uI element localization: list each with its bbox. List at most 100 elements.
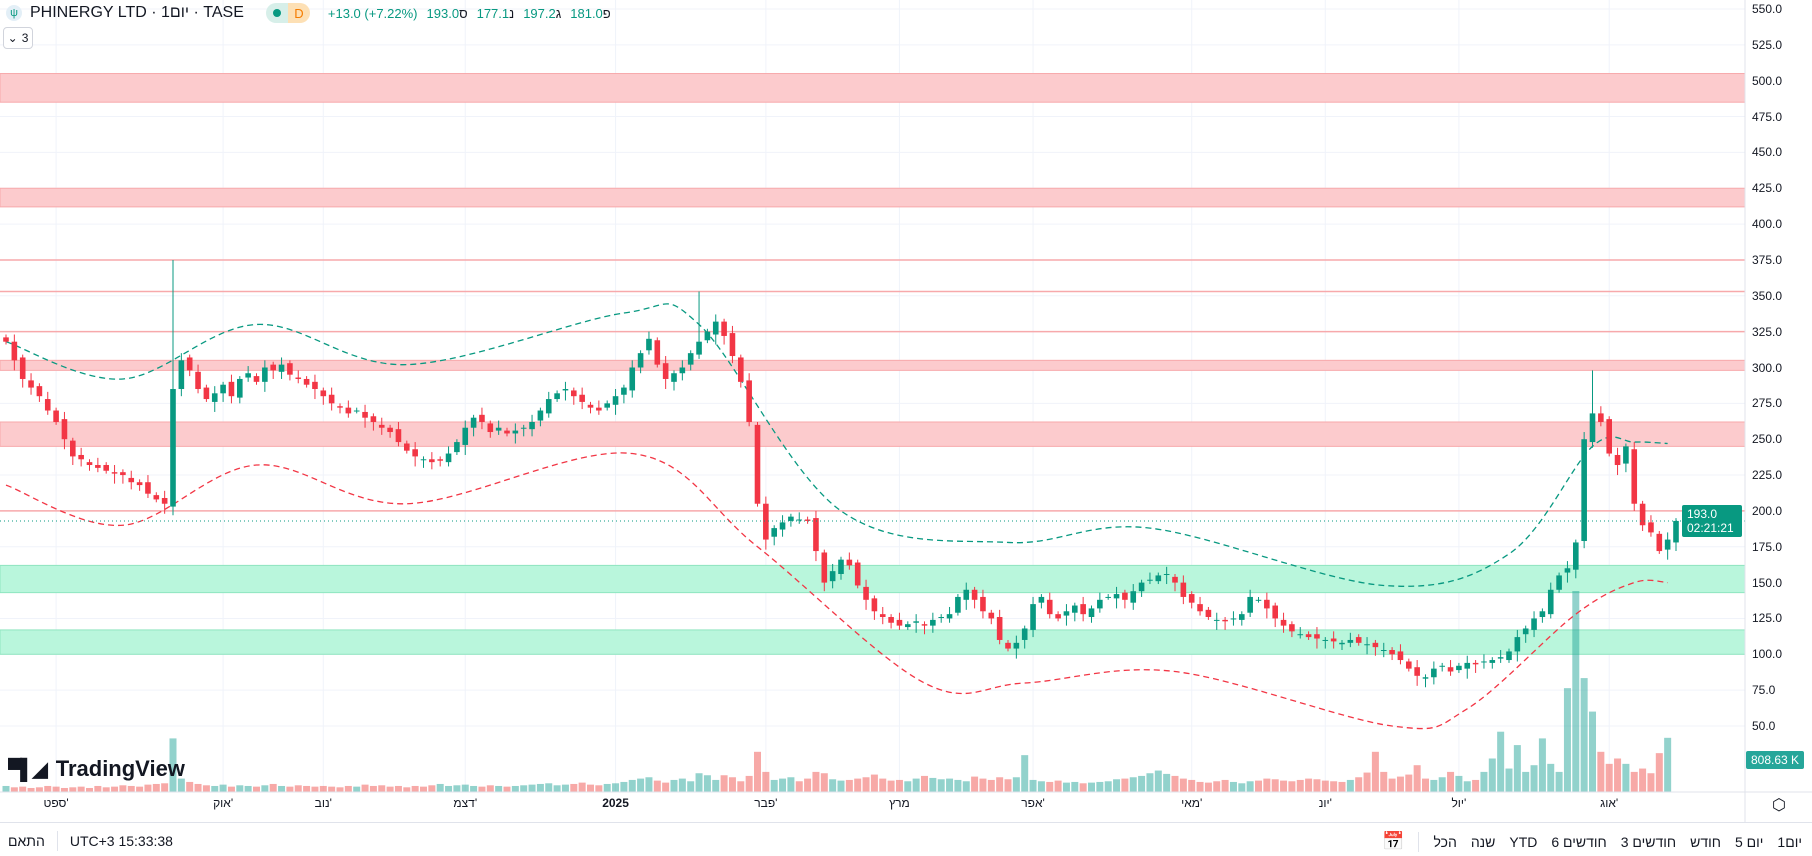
candle-body	[1656, 533, 1663, 552]
range-1d[interactable]: 1יום	[1777, 833, 1802, 850]
candle	[1180, 575, 1187, 605]
volume-bar	[895, 779, 903, 792]
volume-bar	[303, 785, 311, 792]
candle	[562, 381, 569, 401]
candle	[671, 370, 677, 391]
range-6m[interactable]: 6 חודשים	[1551, 833, 1607, 850]
candle	[1639, 500, 1646, 531]
candle	[1255, 596, 1262, 603]
volume-bar	[870, 774, 878, 792]
volume-bar	[169, 738, 177, 792]
volume-bar	[645, 777, 653, 792]
timezone-clock[interactable]: UTC+3 15:33:38	[69, 833, 173, 849]
candle	[946, 606, 953, 623]
volume-bar	[1229, 781, 1237, 792]
candle	[253, 373, 260, 385]
range-5d[interactable]: 5 יום	[1734, 833, 1764, 850]
volume-bar	[879, 778, 887, 792]
candle	[1247, 589, 1253, 618]
volume-bar	[1497, 731, 1505, 792]
candle	[838, 556, 844, 580]
candle-body	[571, 390, 577, 397]
tradingview-watermark[interactable]: ▀▌◢ TradingView	[8, 756, 185, 782]
volume-bar	[971, 776, 979, 792]
candle-body	[921, 624, 928, 626]
range-1m[interactable]: חודש	[1690, 833, 1721, 850]
volume-bar	[570, 783, 578, 792]
candle	[654, 337, 661, 368]
candle-body	[378, 424, 385, 428]
range-1y[interactable]: שנה	[1470, 833, 1496, 850]
candle	[387, 424, 393, 438]
candle-body	[1497, 657, 1504, 659]
range-3m[interactable]: 3 חודשים	[1620, 833, 1677, 850]
volume-bar	[2, 785, 10, 792]
volume-bar	[52, 786, 60, 792]
candle-body	[1197, 604, 1203, 612]
candle-body	[1272, 605, 1278, 619]
candle-body	[1389, 649, 1395, 655]
volume-bar	[1296, 779, 1304, 792]
candle	[245, 366, 251, 382]
volume-bar	[152, 783, 160, 792]
go-to-date-calendar-icon[interactable]: 📅	[1382, 831, 1405, 851]
candle	[328, 387, 335, 411]
volume-bar	[804, 778, 812, 792]
volume-bar	[637, 778, 645, 792]
chart-settings-icon[interactable]: ⬡	[1772, 797, 1786, 814]
price-chart[interactable]	[0, 0, 1812, 822]
range-all[interactable]: הכל	[1433, 833, 1457, 850]
volume-bar	[202, 785, 210, 792]
candle-body	[220, 384, 226, 394]
candle-body	[303, 378, 310, 385]
volume-bar	[19, 786, 27, 792]
candle	[479, 407, 485, 430]
candle	[1264, 592, 1270, 619]
candle-body	[1472, 662, 1479, 665]
candle-body	[988, 612, 995, 619]
volume-bar	[745, 775, 753, 792]
last-price-label: 193.0 02:21:21	[1682, 505, 1742, 537]
candle	[320, 387, 327, 405]
volume-bar	[1572, 591, 1580, 792]
indicators-collapse-button[interactable]: ⌄ 3	[3, 27, 33, 49]
candle-body	[579, 394, 585, 402]
volume-label: 808.63 K	[1746, 751, 1804, 769]
candle-body	[270, 364, 276, 371]
candle-body	[445, 453, 452, 463]
candle-body	[854, 562, 861, 586]
volume-bar	[620, 781, 628, 792]
volume-bar	[1154, 770, 1162, 792]
candle	[86, 459, 93, 471]
resistance-zone	[0, 359, 1746, 371]
market-status-pill[interactable]: D	[265, 3, 310, 23]
candle	[504, 427, 510, 437]
candle-body	[1489, 660, 1496, 663]
volume-bar	[779, 778, 787, 792]
candle	[178, 353, 185, 397]
price-axis-label: 325.0	[1752, 324, 1783, 339]
volume-bar	[470, 785, 478, 792]
candle	[1648, 515, 1654, 537]
range-ytd[interactable]: YTD	[1509, 833, 1538, 850]
candle	[1239, 611, 1245, 626]
candle	[930, 612, 936, 633]
candle	[237, 376, 243, 404]
price-axis-label: 525.0	[1752, 37, 1783, 52]
candle-body	[1589, 413, 1596, 443]
candle-body	[612, 396, 619, 405]
candle	[971, 586, 978, 609]
volume-bar	[1321, 780, 1329, 792]
candle	[1188, 591, 1195, 609]
candle-body	[771, 528, 777, 537]
symbol-title[interactable]: PHINERGY LTD · 1יום · TASE	[30, 4, 244, 21]
candle	[1564, 561, 1571, 583]
volume-bar	[394, 785, 402, 792]
time-axis-label: אוג'	[1600, 796, 1619, 810]
candle	[1664, 532, 1671, 560]
candle-body	[211, 393, 218, 402]
auto-scale-button[interactable]: התאם	[8, 833, 45, 849]
volume-bar	[1146, 773, 1154, 792]
candle-body	[1205, 609, 1212, 618]
candle-body	[70, 440, 76, 457]
